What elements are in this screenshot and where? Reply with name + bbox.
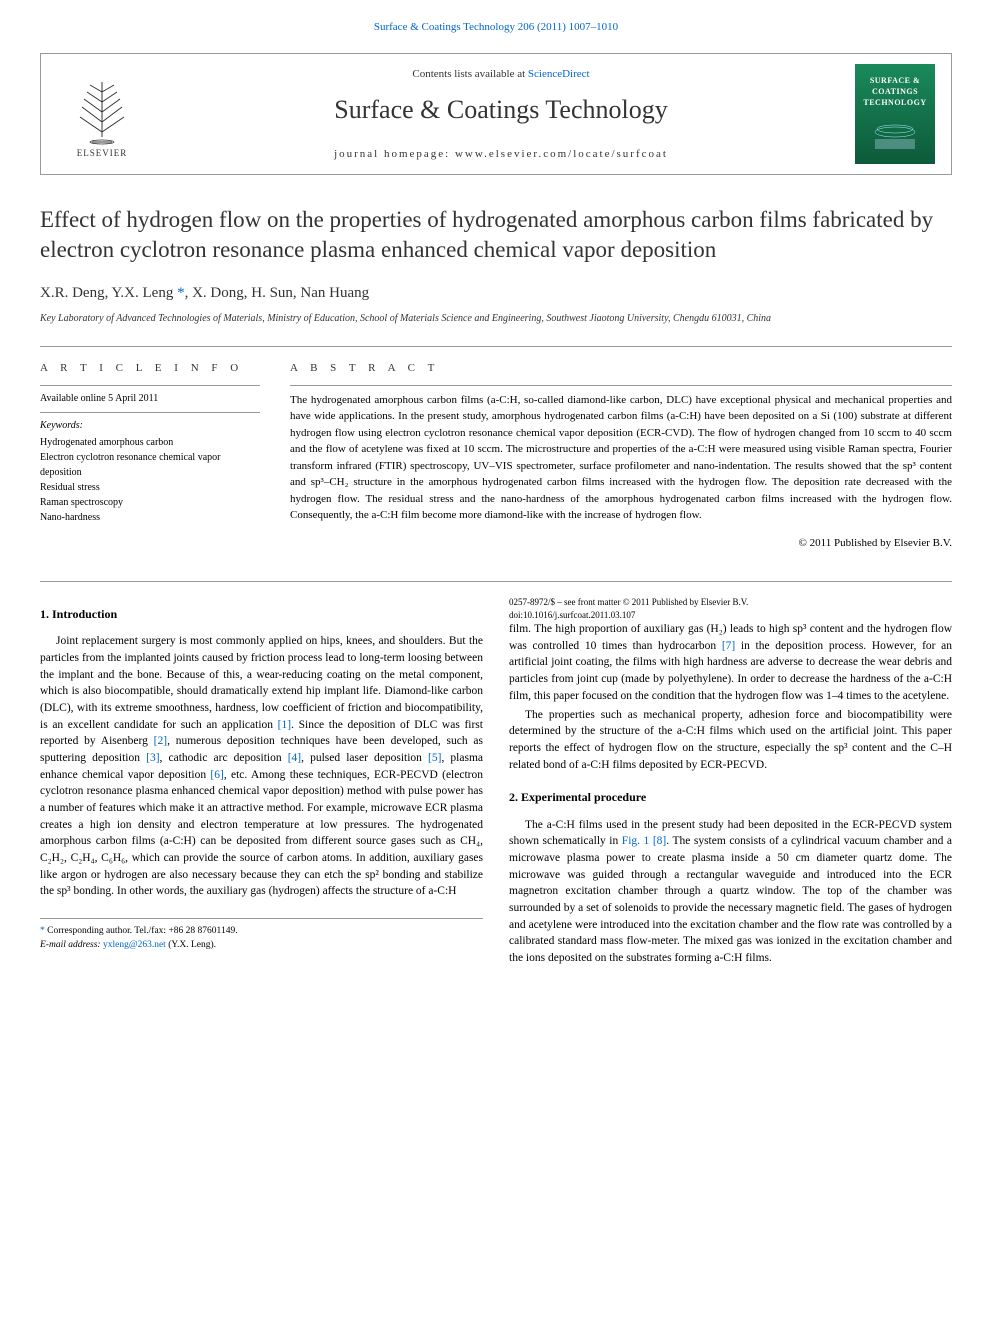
available-online: Available online 5 April 2011 — [40, 392, 260, 406]
ref-link[interactable]: [4] — [288, 752, 301, 764]
email-label: E-mail address: — [40, 940, 103, 950]
abstract-heading: A B S T R A C T — [290, 361, 952, 376]
ref-link[interactable]: [8] — [653, 835, 666, 847]
header-center: Contents lists available at ScienceDirec… — [147, 67, 855, 162]
intro-p1: Joint replacement surgery is most common… — [40, 633, 483, 900]
keyword-item: Electron cyclotron resonance chemical va… — [40, 450, 260, 480]
abstract-col: A B S T R A C T The hydrogenated amorpho… — [290, 361, 952, 551]
ref-link[interactable]: [1] — [278, 719, 291, 731]
sciencedirect-link[interactable]: ScienceDirect — [528, 68, 590, 80]
article-title: Effect of hydrogen flow on the propertie… — [40, 205, 952, 265]
exp-p1: The a-C:H films used in the present stud… — [509, 817, 952, 967]
copyright: © 2011 Published by Elsevier B.V. — [290, 536, 952, 551]
ref-link[interactable]: [5] — [428, 752, 441, 764]
issn-line: 0257-8972/$ – see front matter © 2011 Pu… — [509, 596, 952, 609]
publisher-logo: ELSEVIER — [57, 69, 147, 159]
cover-title: SURFACE & COATINGS TECHNOLOGY — [859, 75, 931, 109]
ref-link[interactable]: [2] — [154, 735, 167, 747]
ref-link[interactable]: [6] — [210, 769, 223, 781]
publisher-name: ELSEVIER — [77, 147, 128, 160]
tree-icon — [72, 77, 132, 147]
keywords-label: Keywords: — [40, 419, 260, 433]
body-columns: 1. Introduction Joint replacement surger… — [40, 596, 952, 967]
journal-cover: SURFACE & COATINGS TECHNOLOGY — [855, 64, 935, 164]
keyword-item: Raman spectroscopy — [40, 495, 260, 510]
divider — [40, 346, 952, 347]
keyword-item: Nano-hardness — [40, 510, 260, 525]
ref-link[interactable]: [7] — [722, 640, 735, 652]
bottom-meta: 0257-8972/$ – see front matter © 2011 Pu… — [509, 596, 952, 621]
ref-link[interactable]: [3] — [146, 752, 159, 764]
homepage-prefix: journal homepage: — [334, 148, 455, 160]
abstract-text: The hydrogenated amorphous carbon films … — [290, 392, 952, 524]
email-link[interactable]: yxleng@263.net — [103, 940, 166, 950]
journal-citation[interactable]: Surface & Coatings Technology 206 (2011)… — [40, 20, 952, 35]
homepage-url[interactable]: www.elsevier.com/locate/surfcoat — [455, 148, 668, 160]
keywords-list: Hydrogenated amorphous carbonElectron cy… — [40, 435, 260, 525]
cover-graphic-icon — [870, 114, 920, 154]
corr-author-line: * Corresponding author. Tel./fax: +86 28… — [40, 925, 483, 939]
keyword-item: Residual stress — [40, 480, 260, 495]
figure-link[interactable]: Fig. 1 — [622, 835, 650, 847]
doi-line: doi:10.1016/j.surfcoat.2011.03.107 — [509, 609, 952, 622]
abstract-divider — [290, 385, 952, 386]
authors: X.R. Deng, Y.X. Leng *, X. Dong, H. Sun,… — [40, 283, 952, 304]
email-suffix: (Y.X. Leng). — [166, 940, 216, 950]
exp-heading: 2. Experimental procedure — [509, 789, 952, 806]
keyword-item: Hydrogenated amorphous carbon — [40, 435, 260, 450]
info-abstract-row: A R T I C L E I N F O Available online 5… — [40, 361, 952, 551]
article-info-heading: A R T I C L E I N F O — [40, 361, 260, 376]
intro-p3: The properties such as mechanical proper… — [509, 707, 952, 774]
affiliation: Key Laboratory of Advanced Technologies … — [40, 312, 952, 326]
contents-prefix: Contents lists available at — [412, 68, 527, 80]
divider — [40, 581, 952, 582]
info-divider — [40, 412, 260, 413]
article-info-col: A R T I C L E I N F O Available online 5… — [40, 361, 260, 551]
journal-name: Surface & Coatings Technology — [147, 92, 855, 128]
journal-header: ELSEVIER Contents lists available at Sci… — [40, 53, 952, 175]
intro-heading: 1. Introduction — [40, 606, 483, 623]
info-divider — [40, 385, 260, 386]
corr-text: Corresponding author. Tel./fax: +86 28 8… — [47, 926, 237, 936]
intro-p2: film. The high proportion of auxiliary g… — [509, 621, 952, 704]
corresponding-footer: * Corresponding author. Tel./fax: +86 28… — [40, 918, 483, 953]
email-line: E-mail address: yxleng@263.net (Y.X. Len… — [40, 939, 483, 953]
homepage-line: journal homepage: www.elsevier.com/locat… — [147, 147, 855, 162]
contents-line: Contents lists available at ScienceDirec… — [147, 67, 855, 82]
